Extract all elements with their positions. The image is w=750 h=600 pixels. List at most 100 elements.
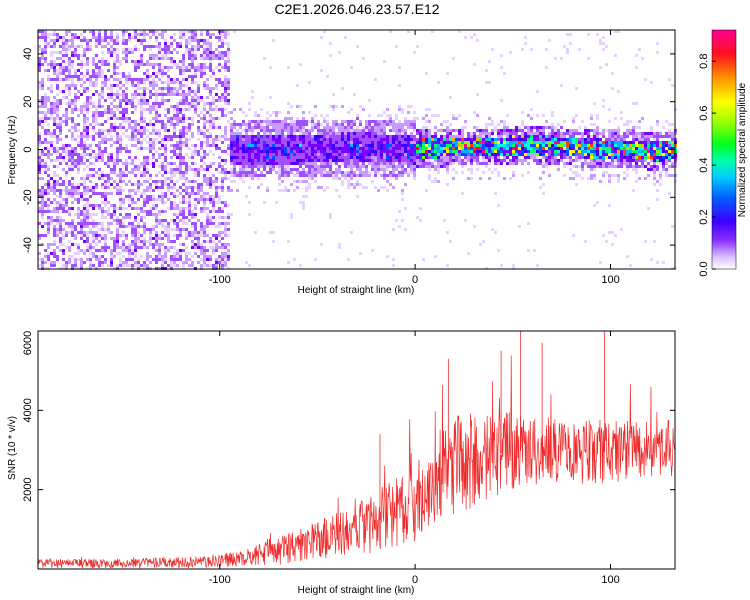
spectrogram-cell — [152, 204, 155, 207]
spectrogram-cell — [125, 249, 128, 252]
spectrogram-cell — [155, 129, 158, 132]
spectrogram-cell — [98, 141, 101, 144]
spectrogram-cell — [107, 69, 110, 72]
spectrogram-cell — [422, 132, 425, 135]
spectrogram-cell — [59, 120, 62, 123]
spectrogram-cell — [371, 126, 374, 129]
spectrogram-cell — [158, 57, 161, 60]
spectrogram-cell — [74, 108, 77, 111]
spectrogram-cell — [176, 216, 179, 219]
spectrogram-cell — [176, 225, 179, 228]
spectrogram-cell — [254, 141, 257, 144]
spectrogram-cell — [497, 129, 500, 132]
spectrogram-cell — [332, 135, 335, 138]
spectrogram-cell — [401, 147, 404, 150]
spectrogram-cell — [122, 30, 125, 33]
spectrogram-cell — [296, 135, 299, 138]
spectrogram-cell — [170, 156, 173, 159]
spectrogram-cell — [419, 159, 422, 162]
spectrogram-cell — [419, 147, 422, 150]
spectrogram-cell — [53, 33, 56, 36]
spectrogram-cell — [155, 57, 158, 60]
spectrogram-cell — [251, 144, 254, 147]
spectrogram-cell — [164, 177, 167, 180]
spectrogram-cell — [587, 162, 590, 165]
spectrogram-cell — [53, 255, 56, 258]
spectrogram-cell — [497, 144, 500, 147]
spectrogram-cell — [122, 147, 125, 150]
spectrogram-cell — [368, 162, 371, 165]
spectrogram-cell — [533, 156, 536, 159]
spectrogram-cell — [350, 150, 353, 153]
spectrogram-cell — [182, 96, 185, 99]
spectrogram-cell — [365, 123, 368, 126]
spectrogram-cell — [71, 99, 74, 102]
spectrogram-cell — [221, 243, 224, 246]
spectrogram-cell — [224, 78, 227, 81]
spectrogram-cell — [473, 150, 476, 153]
spectrogram-cell — [119, 168, 122, 171]
spectrogram-cell — [287, 123, 290, 126]
spectrogram-cell — [170, 261, 173, 264]
spectrogram-cell — [173, 204, 176, 207]
spectrogram-cell — [425, 147, 428, 150]
spectrogram-cell — [188, 138, 191, 141]
spectrogram-cell — [254, 123, 257, 126]
spectrogram-cell — [116, 222, 119, 225]
spectrogram-cell — [194, 111, 197, 114]
spectrogram-cell — [170, 138, 173, 141]
spectrogram-cell — [407, 30, 410, 33]
spectrogram-cell — [269, 141, 272, 144]
spectrogram-cell — [458, 156, 461, 159]
spectrogram-cell — [77, 57, 80, 60]
spectrogram-cell — [62, 42, 65, 45]
spectrogram-cell — [287, 132, 290, 135]
spectrogram-cell — [458, 132, 461, 135]
spectrogram-cell — [62, 180, 65, 183]
spectrogram-cell — [119, 246, 122, 249]
spectrogram-cell — [179, 84, 182, 87]
spectrogram-cell — [95, 75, 98, 78]
spectrogram-cell — [53, 96, 56, 99]
spectrogram-cell — [215, 264, 218, 267]
spectrogram-cell — [68, 255, 71, 258]
spectrogram-cell — [221, 54, 224, 57]
spectrogram-cell — [137, 123, 140, 126]
spectrogram-cell — [395, 144, 398, 147]
spectrogram-cell — [110, 111, 113, 114]
spectrogram-cell — [290, 144, 293, 147]
spectrogram-cell — [146, 99, 149, 102]
spectrogram-cell — [176, 258, 179, 261]
spectrogram-cell — [164, 159, 167, 162]
spectrogram-cell — [257, 168, 260, 171]
spectrogram-cell — [377, 165, 380, 168]
spectrogram-cell — [482, 129, 485, 132]
spectrogram-cell — [179, 30, 182, 33]
spectrogram-cell — [191, 264, 194, 267]
spectrogram-cell — [455, 159, 458, 162]
spectrogram-cell — [302, 153, 305, 156]
spectrogram-cell — [104, 39, 107, 42]
spectrogram-cell — [119, 222, 122, 225]
spectrogram-cell — [527, 156, 530, 159]
spectrogram-cell — [359, 174, 362, 177]
spectrogram-cell — [221, 99, 224, 102]
spectrogram-cell — [521, 123, 524, 126]
spectrogram-cell — [224, 246, 227, 249]
spectrogram-cell — [539, 129, 542, 132]
spectrogram-cell — [239, 147, 242, 150]
spectrogram-cell — [86, 201, 89, 204]
spectrogram-cell — [80, 192, 83, 195]
spectrogram-cell — [89, 39, 92, 42]
spectrogram-cell — [575, 132, 578, 135]
spectrogram-cell — [218, 108, 221, 111]
spectrogram-cell — [152, 30, 155, 33]
spectrogram-cell — [350, 129, 353, 132]
spectrogram-cell — [335, 138, 338, 141]
spectrogram-cell — [479, 153, 482, 156]
spectrogram-cell — [59, 153, 62, 156]
spectrogram-cell — [296, 147, 299, 150]
spectrogram-cell — [179, 135, 182, 138]
spectrogram-cell — [86, 192, 89, 195]
spectrogram-cell — [182, 243, 185, 246]
